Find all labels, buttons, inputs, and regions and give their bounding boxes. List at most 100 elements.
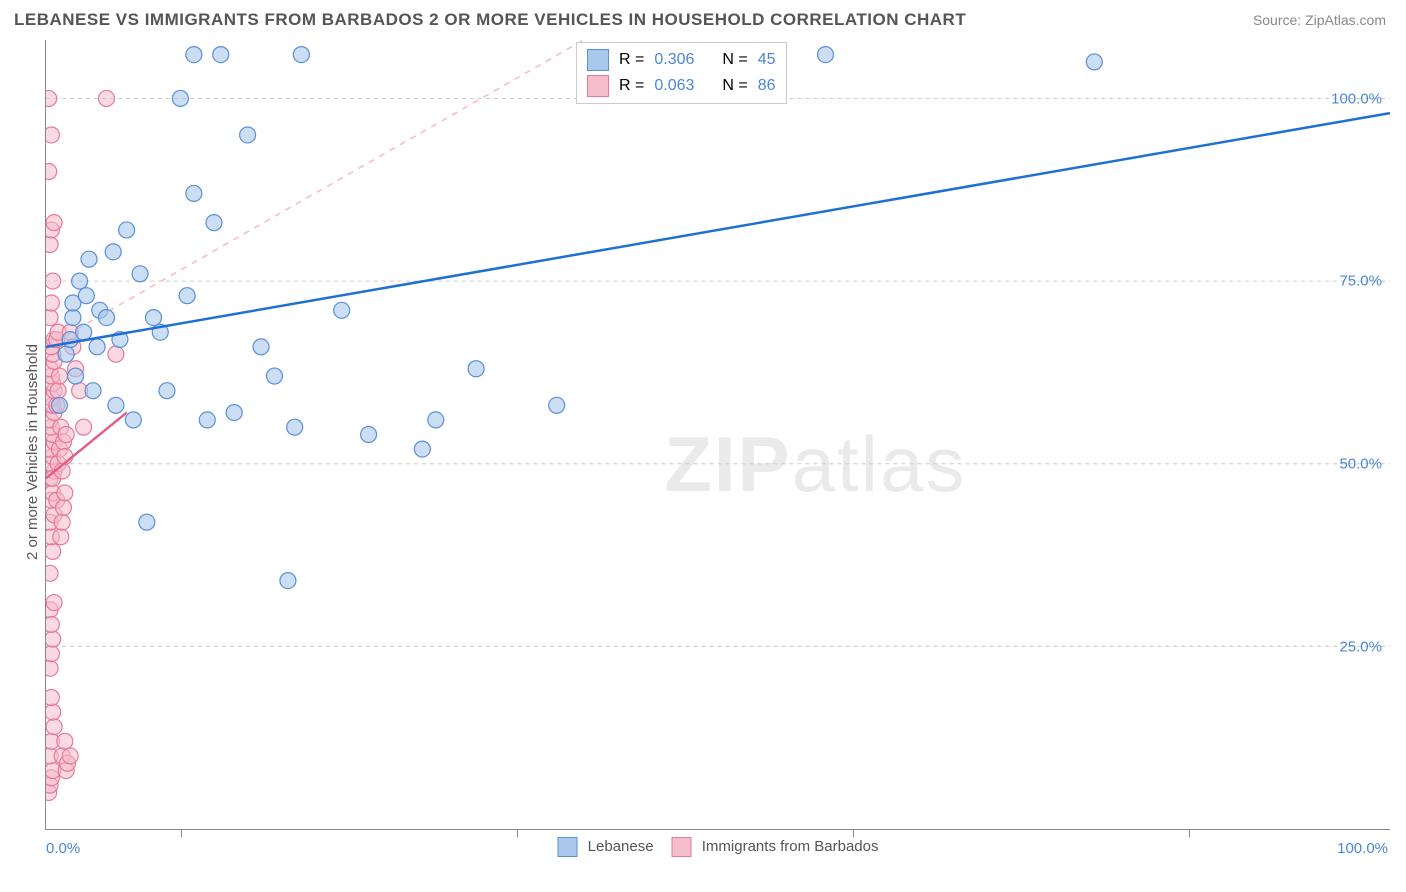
stat-n-label-leb: N = [722,51,747,69]
data-point-lebanese [139,514,155,530]
data-point-lebanese [414,441,430,457]
data-point-barbados [51,368,67,384]
data-point-barbados [46,631,61,647]
data-point-barbados [46,690,59,706]
data-point-barbados [53,529,69,545]
x-tick [517,829,518,837]
data-point-lebanese [199,412,215,428]
data-point-lebanese [65,310,81,326]
data-point-lebanese [240,127,256,143]
data-point-lebanese [468,361,484,377]
data-point-barbados [57,733,73,749]
data-point-barbados [46,273,61,289]
data-point-lebanese [428,412,444,428]
data-point-barbados [98,90,114,106]
data-point-lebanese [108,397,124,413]
data-point-barbados [46,127,59,143]
data-point-barbados [46,543,61,559]
y-tick-label: 50.0% [1339,456,1382,473]
data-point-barbados [108,346,124,362]
data-point-lebanese [51,397,67,413]
stats-swatch-lebanese [587,49,609,71]
data-point-barbados [46,719,62,735]
data-point-lebanese [293,47,309,63]
stats-row-lebanese: R = 0.306 N = 45 [587,47,776,73]
data-point-barbados [58,427,74,443]
data-point-barbados [46,616,59,632]
source-label: Source: [1253,12,1305,28]
data-point-lebanese [98,310,114,326]
data-point-lebanese [206,215,222,231]
data-point-lebanese [81,251,97,267]
data-point-barbados [55,500,71,516]
chart-container: LEBANESE VS IMMIGRANTS FROM BARBADOS 2 O… [0,0,1406,892]
data-point-lebanese [266,368,282,384]
stat-n-label-bar: N = [722,77,747,95]
data-point-lebanese [280,573,296,589]
data-point-lebanese [186,185,202,201]
data-point-lebanese [68,368,84,384]
legend-swatch-barbados [672,837,692,857]
data-point-lebanese [76,324,92,340]
x-tick [1189,829,1190,837]
x-axis-min-label: 0.0% [46,840,80,857]
data-point-lebanese [132,266,148,282]
data-point-lebanese [125,412,141,428]
data-point-lebanese [58,346,74,362]
y-tick-label: 25.0% [1339,639,1382,656]
plot-svg [46,40,1390,829]
data-point-lebanese [334,302,350,318]
data-point-barbados [76,419,92,435]
stat-r-label-bar: R = [619,77,644,95]
data-point-barbados [46,164,57,180]
data-point-lebanese [226,405,242,421]
data-point-lebanese [72,273,88,289]
data-point-barbados [46,660,58,676]
stat-n-value-leb: 45 [758,51,776,69]
data-point-barbados [46,237,58,253]
y-tick-label: 100.0% [1331,90,1382,107]
data-point-barbados [46,704,61,720]
legend-item-barbados: Immigrants from Barbados [672,837,879,857]
data-point-lebanese [159,383,175,399]
stats-swatch-barbados [587,75,609,97]
data-point-barbados [50,383,66,399]
stat-r-label-leb: R = [619,51,644,69]
data-point-barbados [57,485,73,501]
x-tick [181,829,182,837]
legend-swatch-lebanese [558,837,578,857]
data-point-barbados [62,748,78,764]
data-point-lebanese [179,288,195,304]
data-point-lebanese [78,288,94,304]
source-attribution: Source: ZipAtlas.com [1253,12,1386,28]
data-point-lebanese [213,47,229,63]
data-point-barbados [46,295,59,311]
data-point-barbados [46,595,62,611]
x-tick [853,829,854,837]
x-axis-max-label: 100.0% [1337,840,1388,857]
y-tick-label: 75.0% [1339,273,1382,290]
source-name: ZipAtlas.com [1305,12,1386,28]
data-point-barbados [46,646,59,662]
chart-title: LEBANESE VS IMMIGRANTS FROM BARBADOS 2 O… [14,10,966,30]
data-point-barbados [46,310,58,326]
data-point-lebanese [253,339,269,355]
data-point-lebanese [361,427,377,443]
stat-r-value-leb: 0.306 [654,51,694,69]
stat-n-value-bar: 86 [758,77,776,95]
data-point-lebanese [172,90,188,106]
data-point-lebanese [89,339,105,355]
data-point-barbados [46,215,62,231]
data-point-barbados [46,565,58,581]
data-point-lebanese [85,383,101,399]
stat-r-value-bar: 0.063 [654,77,694,95]
stats-box: R = 0.306 N = 45 R = 0.063 N = 86 [576,42,787,104]
stats-row-barbados: R = 0.063 N = 86 [587,73,776,99]
data-point-lebanese [549,397,565,413]
legend-item-lebanese: Lebanese [558,837,654,857]
data-point-lebanese [287,419,303,435]
data-point-lebanese [186,47,202,63]
data-point-lebanese [119,222,135,238]
legend-label-barbados: Immigrants from Barbados [702,838,879,855]
data-point-barbados [54,514,70,530]
